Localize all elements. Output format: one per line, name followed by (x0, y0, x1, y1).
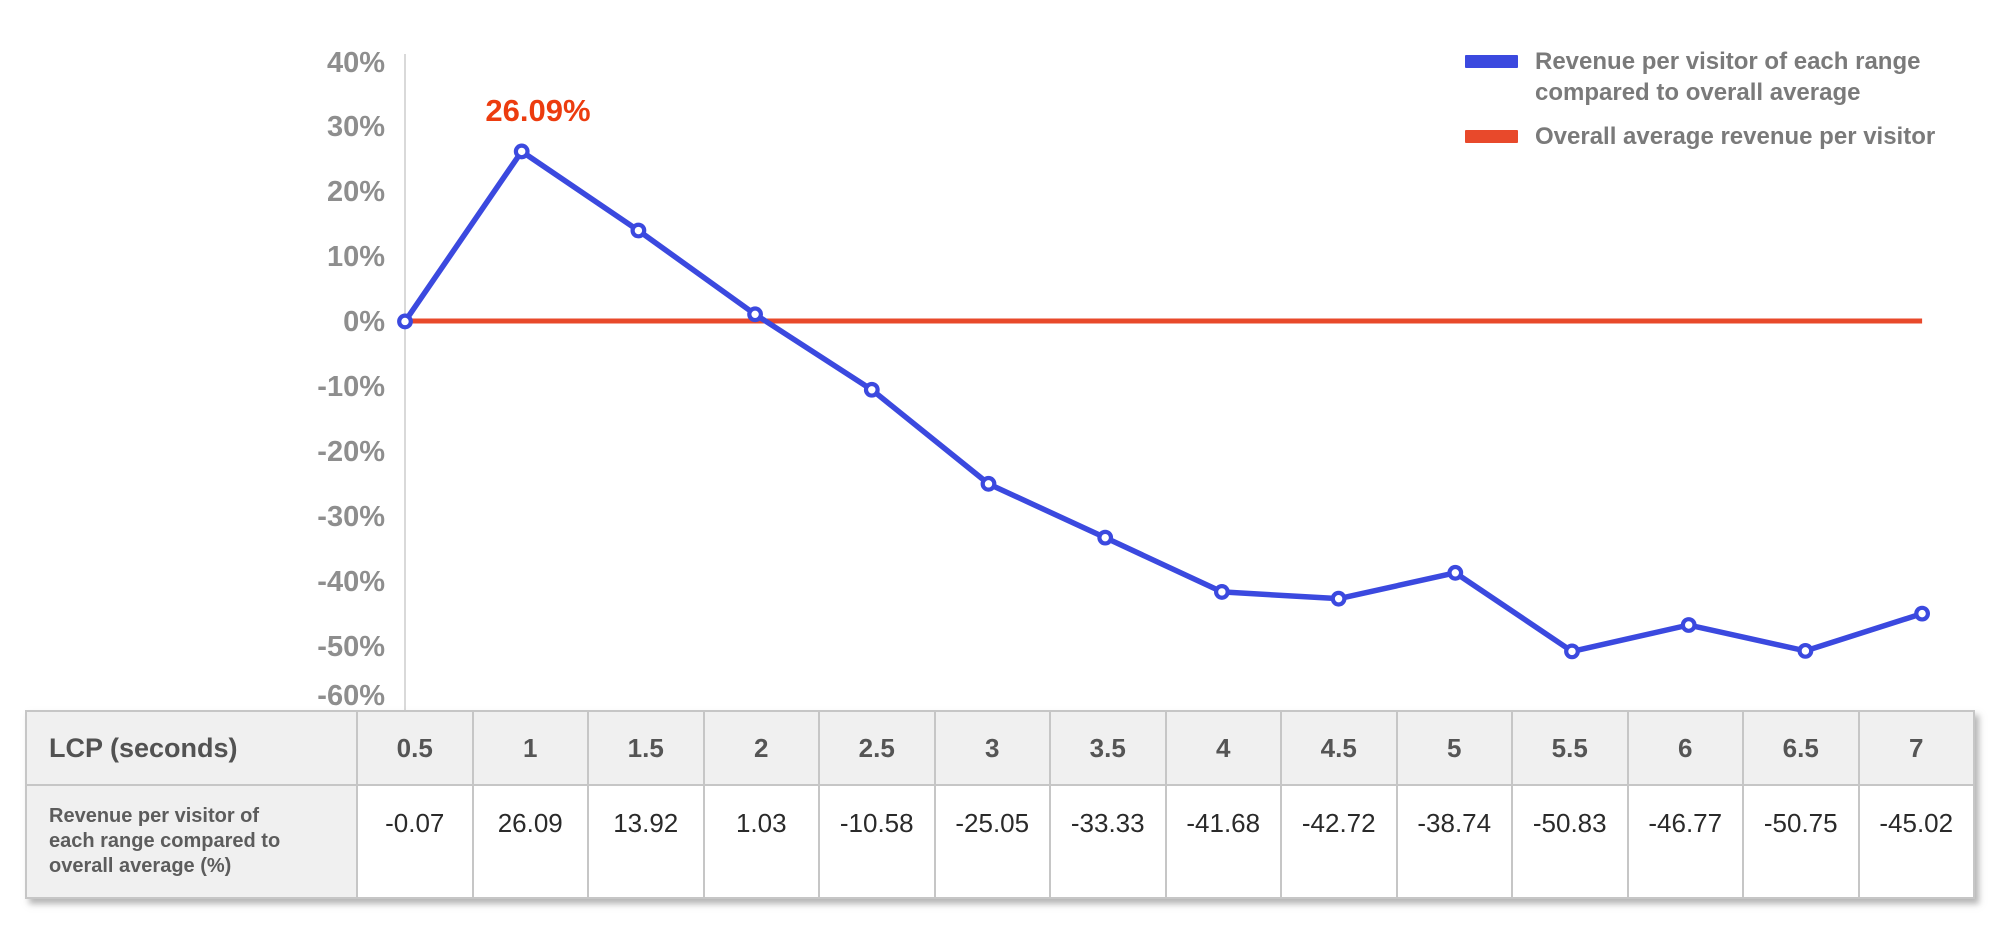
lcp-column-header: 6 (1626, 710, 1744, 786)
lcp-column-header: 2 (702, 710, 820, 786)
legend-label-overall-average: Overall average revenue per visitor (1535, 123, 1936, 150)
revenue-value-cell: -50.75 (1742, 784, 1860, 899)
revenue-value-cell: -10.58 (818, 784, 936, 899)
revenue-value-cell: -42.72 (1280, 784, 1398, 899)
data-point-marker[interactable] (1680, 617, 1697, 633)
legend-swatch-red-icon (1465, 130, 1518, 143)
revenue-value-cell: 26.09 (471, 784, 589, 899)
data-point-marker[interactable] (1447, 564, 1464, 581)
legend-item-overall-average[interactable]: Overall average revenue per visitor (1465, 121, 1955, 152)
lcp-column-header: 3 (933, 710, 1051, 786)
lcp-column-header: 2.5 (818, 710, 936, 786)
lcp-column-header: 3.5 (1049, 710, 1167, 786)
lcp-column-header: 0.5 (356, 710, 474, 786)
lcp-column-header: 1.5 (587, 710, 705, 786)
legend-label-revenue-range: Revenue per visitor of each range compar… (1535, 48, 1921, 106)
y-axis-tick-label: -20% (317, 436, 385, 468)
revenue-value-cell: -41.68 (1164, 784, 1282, 899)
lcp-column-header: 1 (471, 710, 589, 786)
data-point-marker[interactable] (1213, 584, 1230, 600)
revenue-value-cell: -45.02 (1857, 784, 1975, 899)
y-axis-tick-label: -30% (317, 501, 385, 533)
revenue-line-chart: 40% 30% 20% 10% 0% -10% -20% -30% -40% -50% -60% (317, 47, 1930, 710)
revenue-value-cell: 13.92 (587, 784, 705, 899)
revenue-value-cell: -38.74 (1395, 784, 1513, 899)
revenue-value-cell: -0.07 (356, 784, 474, 899)
y-axis-tick-label: -10% (317, 371, 385, 403)
peak-value-annotation: 26.09% (485, 93, 591, 128)
y-axis-tick-label: 10% (327, 241, 385, 273)
y-axis-tick-label: 20% (327, 176, 385, 208)
y-axis-tick-label: 0% (343, 306, 385, 338)
data-point-marker[interactable] (397, 313, 413, 330)
data-point-marker[interactable] (747, 306, 763, 323)
data-point-marker[interactable] (1564, 643, 1580, 660)
y-axis-tick-label: -40% (317, 566, 385, 598)
table-value-row: Revenue per visitor of each range compar… (25, 784, 1975, 899)
table-header-row: LCP (seconds) 0.5 1 1.5 2 2.5 3 3.5 4 4.5 5 5.5 6 6.5… (25, 710, 1975, 786)
lcp-column-header: 7 (1857, 710, 1975, 786)
revenue-value-cell: -25.05 (933, 784, 1051, 899)
y-axis-tick-label: -50% (317, 631, 385, 663)
revenue-value-cell: 1.03 (702, 784, 820, 899)
revenue-value-cell: -46.77 (1626, 784, 1744, 899)
lcp-column-header: 6.5 (1742, 710, 1860, 786)
revenue-row-label: Revenue per visitor of each range compar… (25, 784, 358, 899)
data-point-marker[interactable] (863, 381, 880, 398)
y-axis-tick-label: 40% (327, 47, 385, 79)
revenue-value-cell: -33.33 (1049, 784, 1167, 899)
lcp-column-header: 5.5 (1511, 710, 1629, 786)
revenue-series-line (402, 148, 1925, 655)
lcp-column-header: 4 (1164, 710, 1282, 786)
data-point-marker[interactable] (980, 475, 997, 492)
y-axis-tick-label: -60% (317, 680, 385, 710)
data-point-marker[interactable] (1330, 590, 1347, 607)
lcp-column-header: 5 (1395, 710, 1513, 786)
legend-item-revenue-range[interactable]: Revenue per visitor of each range compar… (1465, 46, 1955, 108)
data-point-marker[interactable] (1797, 642, 1814, 659)
revenue-value-cell: -50.83 (1511, 784, 1629, 899)
data-point-marker[interactable] (513, 143, 530, 160)
legend-swatch-blue-icon (1465, 55, 1518, 68)
lcp-seconds-header-label: LCP (seconds) (25, 710, 358, 786)
y-axis-tick-label: 30% (327, 111, 385, 143)
data-point-marker[interactable] (1914, 605, 1930, 622)
chart-legend: Revenue per visitor of each range compar… (1465, 46, 1955, 165)
lcp-revenue-table: LCP (seconds) 0.5 1 1.5 2 2.5 3 3.5 4 4.5 5 5.5 6 6.5… (25, 710, 1975, 899)
data-point-marker[interactable] (1097, 529, 1114, 546)
data-point-marker[interactable] (630, 222, 647, 239)
lcp-column-header: 4.5 (1280, 710, 1398, 786)
